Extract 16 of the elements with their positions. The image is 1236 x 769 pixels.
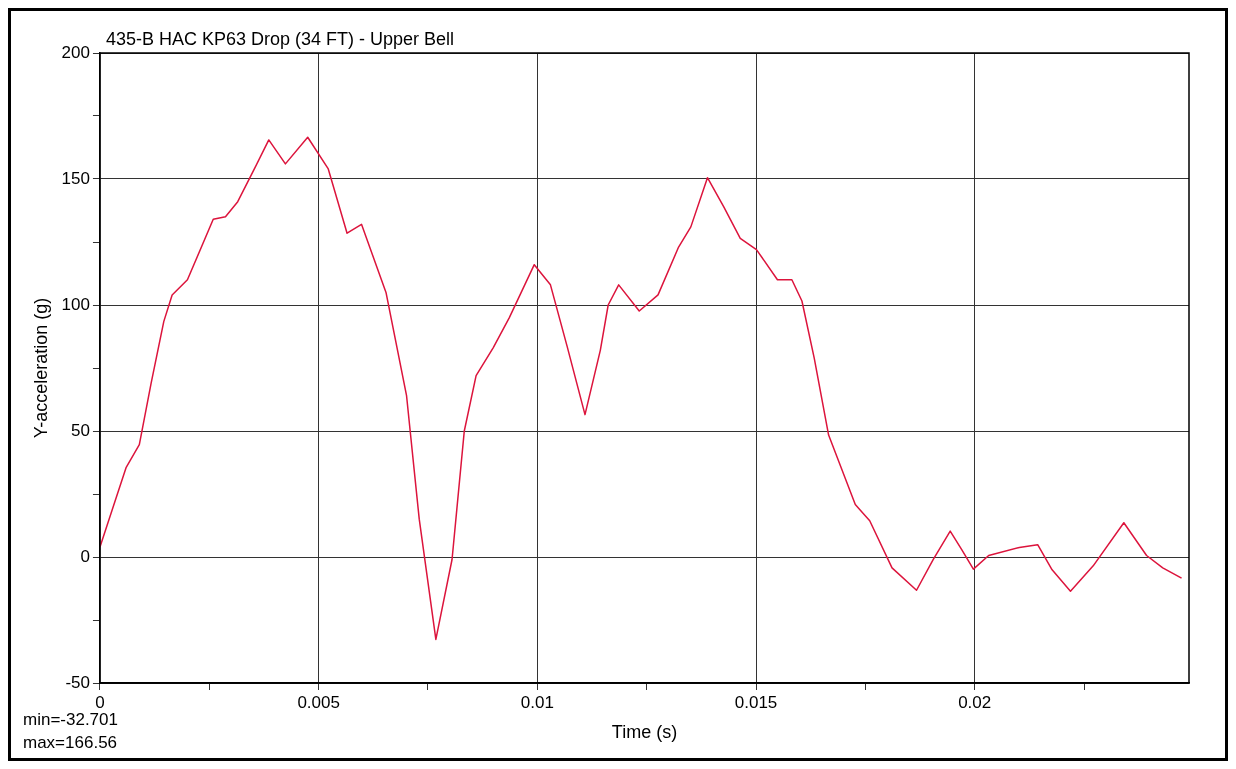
y-tick-label: 200 bbox=[61, 42, 90, 62]
y-axis-title: Y-acceleration (g) bbox=[30, 297, 51, 439]
text: min=-32.701 bbox=[23, 710, 118, 730]
x-tick-label: 0.005 bbox=[297, 692, 340, 712]
x-tick-label: 0.02 bbox=[958, 692, 992, 712]
chart-title: 435-B HAC KP63 Drop (34 FT) - Upper Bell bbox=[105, 28, 455, 49]
text: max=166.56 bbox=[23, 733, 118, 753]
y-tick-label: 50 bbox=[71, 420, 90, 440]
x-axis-title: Time (s) bbox=[611, 722, 678, 743]
x-tick-label: 0.015 bbox=[734, 692, 778, 712]
y-tick-label: 150 bbox=[61, 168, 90, 188]
y-tick-label: 0 bbox=[80, 546, 90, 566]
x-tick-label: 0.01 bbox=[520, 692, 554, 712]
y-tick-label: -50 bbox=[65, 672, 90, 692]
y-tick-label: 100 bbox=[61, 294, 90, 314]
x-tick-label: 0 bbox=[95, 692, 105, 712]
